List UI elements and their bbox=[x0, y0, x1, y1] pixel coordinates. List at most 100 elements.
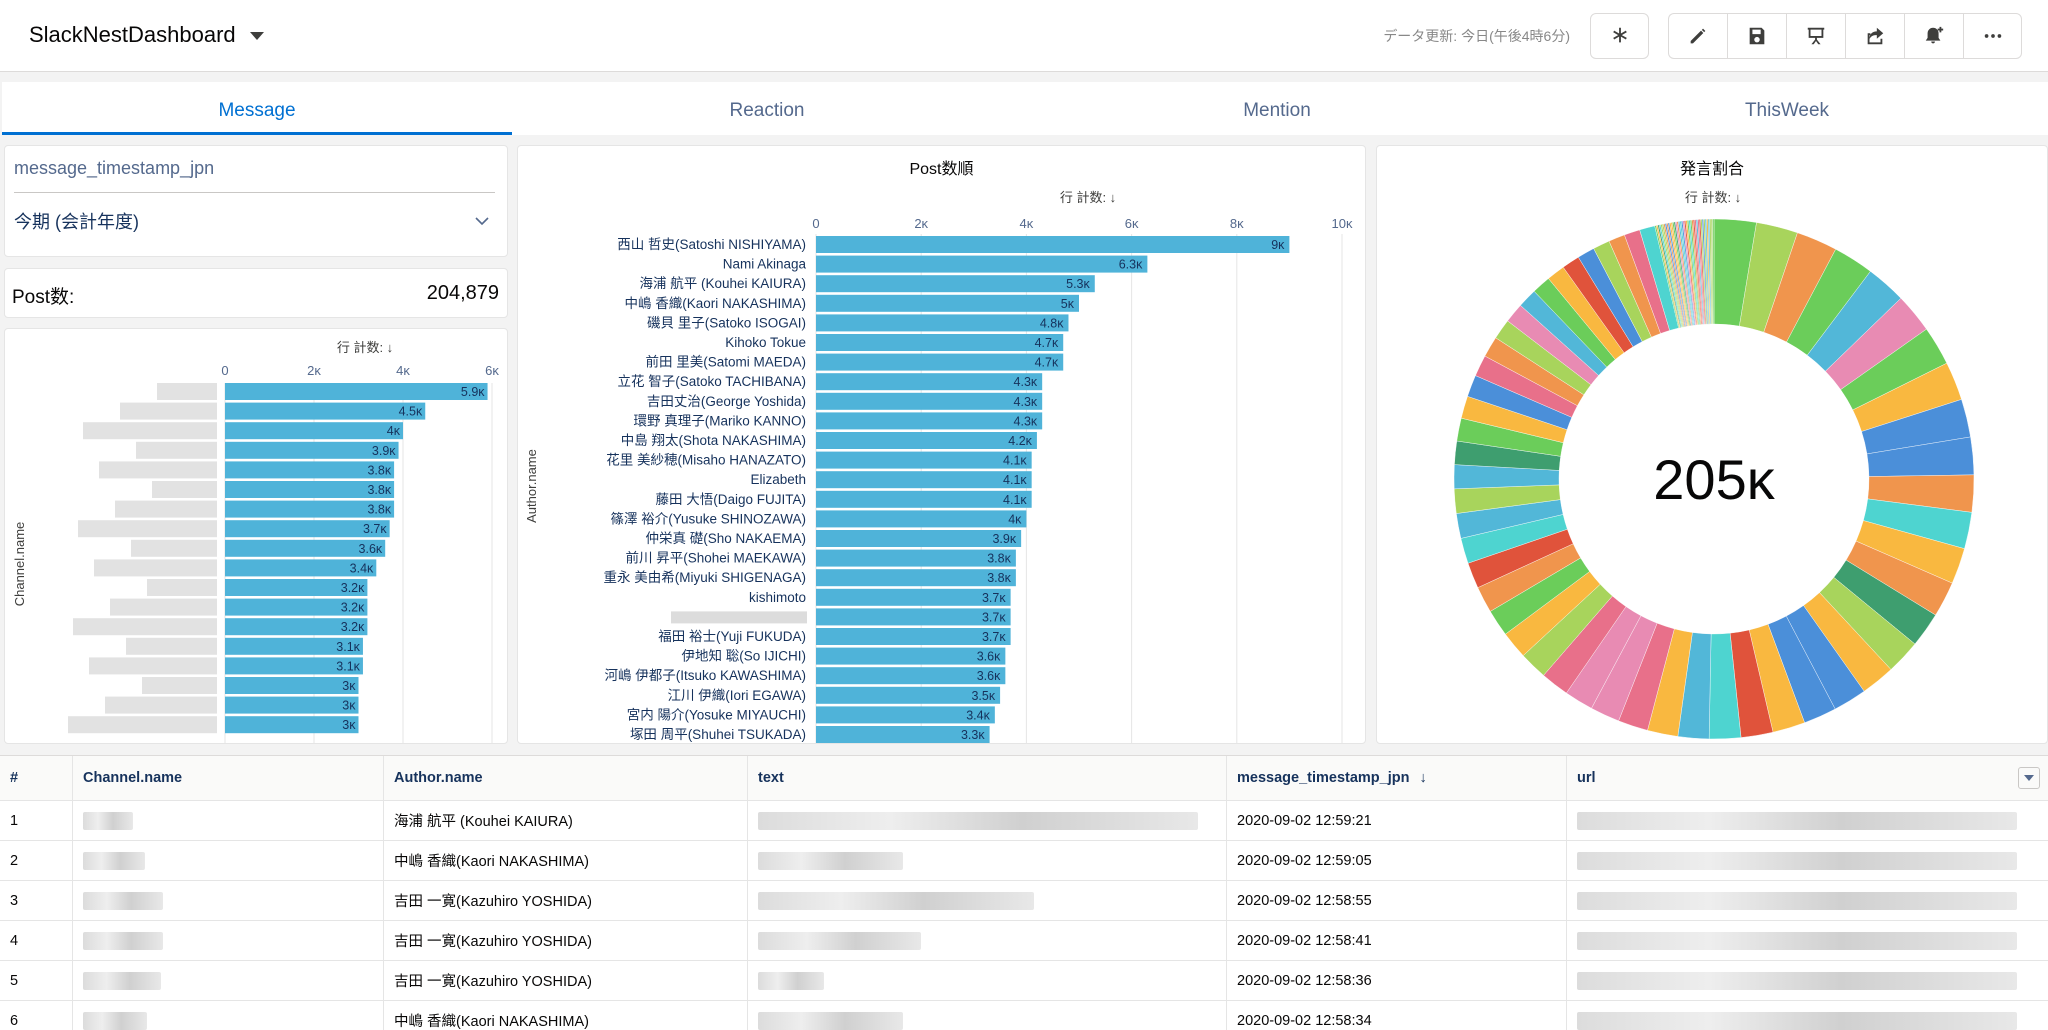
channel-bar-label: 4ĸ bbox=[387, 424, 401, 438]
present-button[interactable] bbox=[1786, 13, 1845, 59]
author-bar[interactable] bbox=[816, 275, 1095, 293]
row-text bbox=[748, 961, 1227, 1000]
channel-bar[interactable] bbox=[225, 500, 395, 518]
author-bar[interactable] bbox=[816, 549, 1016, 567]
row-url[interactable] bbox=[1567, 881, 2048, 920]
column-menu-button[interactable] bbox=[2018, 767, 2040, 789]
pie-slice-small[interactable] bbox=[1712, 218, 1715, 325]
row-url[interactable] bbox=[1567, 841, 2048, 880]
author-bar[interactable] bbox=[816, 608, 1011, 626]
author-category-label: 河嶋 伊都子(Itsuko KAWASHIMA) bbox=[604, 668, 806, 683]
filter-selected-value: 今期 (会計年度) bbox=[14, 212, 139, 232]
author-bar-label: 5.3ĸ bbox=[1066, 277, 1090, 291]
subscribe-button[interactable] bbox=[1904, 13, 1963, 59]
save-button[interactable] bbox=[1727, 13, 1786, 59]
author-bar[interactable] bbox=[816, 588, 1011, 606]
row-url[interactable] bbox=[1567, 801, 2048, 840]
author-bar[interactable] bbox=[816, 706, 995, 724]
author-bar[interactable] bbox=[816, 510, 1027, 528]
tab-reaction[interactable]: Reaction bbox=[729, 100, 805, 121]
channel-bar[interactable] bbox=[225, 402, 426, 420]
channel-bar[interactable] bbox=[225, 461, 395, 479]
author-bar[interactable] bbox=[816, 255, 1148, 273]
author-bar[interactable] bbox=[816, 432, 1037, 449]
edit-button[interactable] bbox=[1668, 13, 1727, 59]
col-header-timestamp[interactable]: message_timestamp_jpn ↓ bbox=[1227, 756, 1567, 800]
table-row[interactable]: 4 吉田 一寛(Kazuhiro YOSHIDA) 2020-09-02 12:58… bbox=[0, 921, 2048, 961]
author-category-label: 西山 哲史(Satoshi NISHIYAMA) bbox=[617, 237, 806, 252]
channel-bar[interactable] bbox=[225, 520, 390, 538]
row-url[interactable] bbox=[1567, 1001, 2048, 1030]
channel-bar[interactable] bbox=[225, 696, 359, 714]
row-url[interactable] bbox=[1567, 921, 2048, 960]
author-category-label: Elizabeth bbox=[750, 472, 806, 487]
channel-bar[interactable] bbox=[225, 716, 359, 734]
channel-bar[interactable] bbox=[225, 441, 399, 459]
redacted-text bbox=[758, 891, 1034, 910]
col-header-channel[interactable]: Channel.name bbox=[73, 756, 384, 800]
more-actions-button[interactable] bbox=[1963, 13, 2022, 59]
author-bar[interactable] bbox=[816, 353, 1064, 371]
channel-bar[interactable] bbox=[225, 657, 363, 675]
channel-bar-label: 3.4ĸ bbox=[350, 561, 374, 575]
channel-bar[interactable] bbox=[225, 598, 368, 616]
author-bar[interactable] bbox=[816, 392, 1043, 410]
channel-sort-label[interactable]: 行 計数: ↓ bbox=[337, 340, 393, 355]
share-icon bbox=[1867, 27, 1884, 45]
col-header-text[interactable]: text bbox=[748, 756, 1227, 800]
tab-thisweek[interactable]: ThisWeek bbox=[1744, 100, 1830, 121]
tab-mention[interactable]: Mention bbox=[1243, 100, 1311, 121]
author-name-redacted bbox=[671, 611, 807, 624]
channel-bar[interactable] bbox=[225, 539, 386, 557]
author-bar-label: 5ĸ bbox=[1061, 297, 1075, 311]
table-row[interactable]: 2 中嶋 香織(Kaori NAKASHIMA) 2020-09-02 12:59:… bbox=[0, 841, 2048, 881]
dashboard-menu-caret-icon[interactable] bbox=[250, 32, 264, 40]
author-bar[interactable] bbox=[816, 412, 1043, 430]
author-bar[interactable] bbox=[816, 530, 1022, 547]
row-url[interactable] bbox=[1567, 961, 2048, 1000]
author-bar[interactable] bbox=[816, 686, 1001, 704]
col-header-author[interactable]: Author.name bbox=[384, 756, 748, 800]
channel-bar[interactable] bbox=[225, 618, 368, 636]
row-index: 4 bbox=[0, 921, 73, 960]
row-author: 中嶋 香織(Kaori NAKASHIMA) bbox=[384, 841, 748, 880]
table-row[interactable]: 3 吉田 一寛(Kazuhiro YOSHIDA) 2020-09-02 12:58… bbox=[0, 881, 2048, 921]
filter-dropdown[interactable]: 今期 (会計年度) bbox=[5, 196, 507, 252]
channel-bar[interactable] bbox=[225, 383, 488, 400]
author-bar[interactable] bbox=[816, 667, 1006, 685]
channel-bar[interactable] bbox=[225, 579, 368, 596]
author-bar[interactable] bbox=[816, 628, 1011, 645]
table-row[interactable]: 5 吉田 一寛(Kazuhiro YOSHIDA) 2020-09-02 12:58… bbox=[0, 961, 2048, 1001]
pie-sort-label[interactable]: 行 計数: ↓ bbox=[1685, 190, 1741, 205]
author-bar[interactable] bbox=[816, 373, 1043, 391]
author-bar[interactable] bbox=[816, 294, 1079, 312]
redacted-text bbox=[758, 1011, 903, 1030]
tab-message[interactable]: Message bbox=[2, 82, 512, 135]
channel-bar-label: 3ĸ bbox=[342, 679, 356, 693]
channel-bar[interactable] bbox=[225, 422, 403, 440]
author-bar[interactable] bbox=[816, 334, 1064, 351]
channel-bar[interactable] bbox=[225, 481, 395, 498]
share-button[interactable] bbox=[1845, 13, 1904, 59]
row-channel bbox=[73, 961, 384, 1000]
table-row[interactable]: 6 中嶋 香織(Kaori NAKASHIMA) 2020-09-02 12:58:… bbox=[0, 1001, 2048, 1030]
share-donut-chart: 発言割合 行 計数: ↓ 205ĸ bbox=[1376, 145, 2048, 744]
channel-bar[interactable] bbox=[225, 637, 363, 655]
more-icon bbox=[1984, 34, 2001, 38]
author-bar[interactable] bbox=[816, 236, 1290, 253]
table-row[interactable]: 1 海浦 航平 (Kouhei KAIURA) 2020-09-02 12:59:2… bbox=[0, 801, 2048, 841]
author-bar[interactable] bbox=[816, 451, 1032, 469]
channel-bar[interactable] bbox=[225, 677, 359, 694]
asterisk-button[interactable] bbox=[1590, 13, 1649, 59]
author-bar[interactable] bbox=[816, 471, 1032, 489]
col-header-index[interactable]: # bbox=[0, 756, 73, 800]
row-author: 中嶋 香織(Kaori NAKASHIMA) bbox=[384, 1001, 748, 1030]
author-bar[interactable] bbox=[816, 314, 1069, 332]
col-header-url[interactable]: url bbox=[1577, 770, 1596, 786]
author-bar[interactable] bbox=[816, 569, 1016, 587]
channel-bar[interactable] bbox=[225, 559, 377, 577]
author-sort-label[interactable]: 行 計数: ↓ bbox=[1060, 190, 1116, 205]
author-bar[interactable] bbox=[816, 726, 990, 743]
author-bar[interactable] bbox=[816, 490, 1032, 508]
author-bar[interactable] bbox=[816, 647, 1006, 665]
